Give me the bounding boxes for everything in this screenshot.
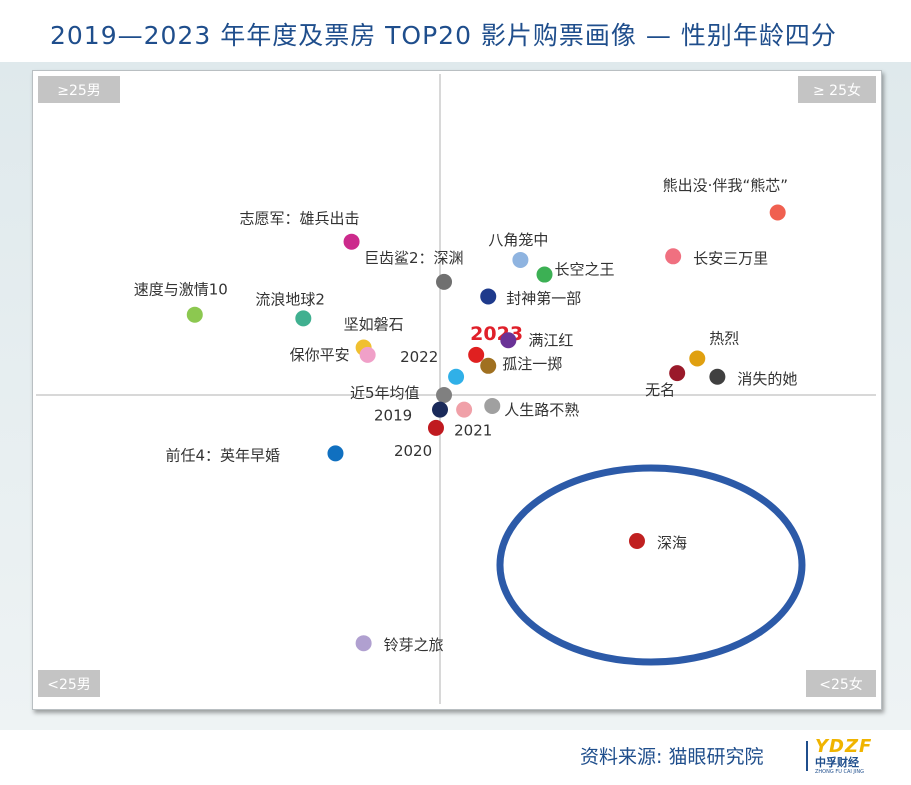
data-point xyxy=(295,310,312,327)
quadrant-label-bottom-right: <25女 xyxy=(819,676,863,693)
logo-mark: YDZF xyxy=(815,736,873,757)
data-point xyxy=(769,204,786,221)
data-point xyxy=(186,306,203,323)
point-label: 2019 xyxy=(374,407,412,425)
data-point xyxy=(484,397,501,414)
quadrant-label-top-left: ≥25男 xyxy=(57,83,101,99)
data-point xyxy=(456,401,473,418)
point-label: 长安三万里 xyxy=(693,249,768,267)
logo-name: 中孚财经 xyxy=(815,756,859,769)
data-point xyxy=(512,251,529,268)
point-label: 八角笼中 xyxy=(488,231,548,249)
quadrant-label-top-left-box xyxy=(38,76,120,103)
quadrant-label-bottom-left-box xyxy=(38,670,100,697)
data-point xyxy=(327,445,344,462)
data-point xyxy=(709,368,726,385)
point-label: 孤注一掷 xyxy=(502,355,562,373)
point-label: 人生路不熟 xyxy=(504,401,579,419)
point-label: 流浪地球2 xyxy=(255,290,325,308)
point-label: 长空之王 xyxy=(555,261,615,279)
point-label: 热烈 xyxy=(709,330,739,348)
point-label: 志愿军：雄兵出击 xyxy=(240,210,360,228)
point-label: 无名 xyxy=(645,381,675,399)
highlight-ellipse xyxy=(496,464,806,666)
source-note: 资料来源: 猫眼研究院 xyxy=(580,746,764,768)
data-point xyxy=(628,533,645,549)
data-point xyxy=(355,635,372,652)
data-point xyxy=(468,346,485,363)
data-point xyxy=(536,266,553,283)
quadrant-label-top-right-box xyxy=(798,76,876,103)
quadrant-label-top-right: ≥ 25女 xyxy=(813,82,861,99)
point-label: 前任4：英年早婚 xyxy=(165,446,280,464)
point-label: 2022 xyxy=(400,348,438,366)
data-point xyxy=(448,368,465,385)
data-point xyxy=(500,332,517,349)
brand-logo: YDZF 中孚财经 ZHONG FU CAI JING xyxy=(815,738,895,776)
data-point xyxy=(343,233,360,250)
data-point xyxy=(480,288,497,305)
data-point xyxy=(480,357,497,374)
quadrant-label-bottom-right-box xyxy=(806,670,876,697)
point-label: 2021 xyxy=(454,422,492,440)
point-label: 熊出没·伴我“熊芯” xyxy=(663,177,788,195)
point-label: 满江红 xyxy=(528,331,573,349)
data-point xyxy=(689,350,706,367)
point-label: 2020 xyxy=(394,442,432,460)
data-point xyxy=(665,248,682,265)
point-label: 巨齿鲨2：深渊 xyxy=(364,249,464,267)
point-label: 封神第一部 xyxy=(506,289,581,307)
point-label: 速度与激情10 xyxy=(134,281,228,299)
data-point xyxy=(432,401,448,418)
point-label: 保你平安 xyxy=(290,346,350,364)
quadrant-label-bottom-left: <25男 xyxy=(47,677,91,693)
data-point xyxy=(436,387,453,403)
data-point xyxy=(669,365,686,382)
point-label: 近5年均值 xyxy=(350,384,420,402)
point-label: 深海 xyxy=(657,534,687,552)
data-point xyxy=(436,273,453,290)
point-label: 坚如磐石 xyxy=(344,316,404,334)
point-label: 消失的她 xyxy=(737,370,797,388)
data-point xyxy=(427,419,444,436)
point-label: 铃芽之旅 xyxy=(384,636,444,654)
data-point xyxy=(359,346,376,363)
chart-title: 2019—2023 年年度及票房 TOP20 影片购票画像 — 性别年龄四分 xyxy=(50,21,837,50)
logo-pinyin: ZHONG FU CAI JING xyxy=(815,769,864,775)
chart-panel xyxy=(32,70,882,710)
source-divider xyxy=(806,741,808,771)
